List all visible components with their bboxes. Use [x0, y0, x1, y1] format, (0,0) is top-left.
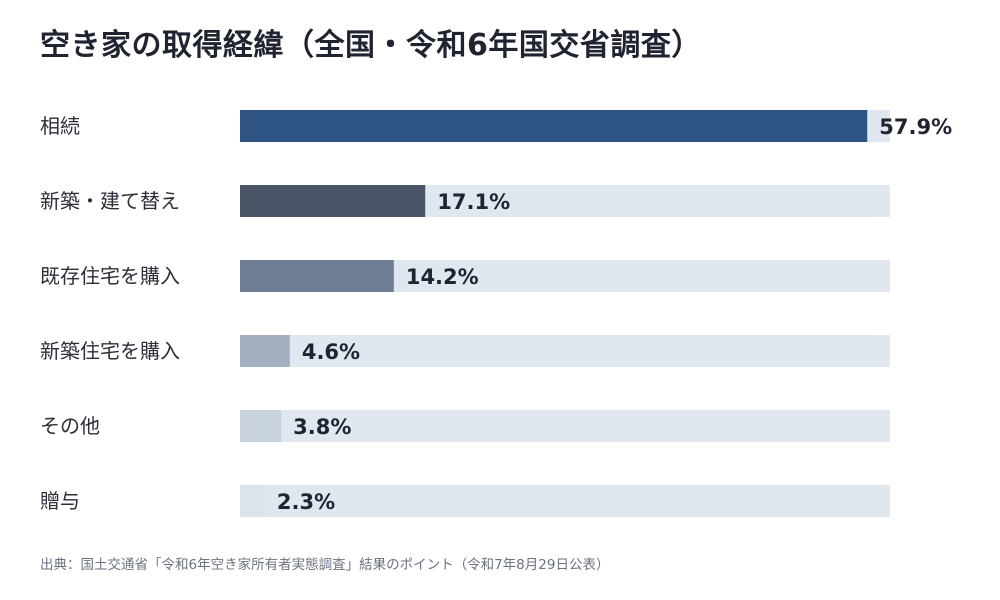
category-label: 贈与: [40, 489, 80, 513]
bar: [240, 110, 868, 142]
value-label: 2.3%: [277, 490, 335, 514]
bar-row: その他 3.8%: [40, 410, 890, 442]
category-label: その他: [40, 414, 100, 438]
bar-row: 既存住宅を購入 14.2%: [40, 260, 890, 292]
bar-row: 相続 57.9%: [40, 110, 952, 142]
bar-row: 贈与 2.3%: [40, 485, 890, 517]
category-label: 相続: [40, 114, 80, 138]
value-label: 57.9%: [879, 115, 952, 139]
value-label: 3.8%: [293, 415, 351, 439]
bar: [240, 485, 265, 517]
category-label: 新築住宅を購入: [40, 339, 180, 363]
chart-title: 空き家の取得経緯（全国・令和6年国交省調査）: [40, 28, 702, 63]
category-label: 新築・建て替え: [40, 189, 180, 213]
bar: [240, 260, 394, 292]
source-note: 出典：国土交通省「令和6年空き家所有者実態調査」結果のポイント（令和7年8月29…: [40, 557, 610, 573]
value-label: 4.6%: [302, 340, 360, 364]
bar: [240, 410, 282, 442]
bar: [240, 185, 426, 217]
bar: [240, 335, 290, 367]
bar-track: [240, 485, 890, 517]
value-label: 14.2%: [406, 265, 479, 289]
bar-row: 新築・建て替え 17.1%: [40, 185, 890, 217]
value-label: 17.1%: [437, 190, 510, 214]
bar-row: 新築住宅を購入 4.6%: [40, 335, 890, 367]
category-label: 既存住宅を購入: [40, 264, 180, 288]
bar-track: [240, 410, 890, 442]
bar-track: [240, 335, 890, 367]
